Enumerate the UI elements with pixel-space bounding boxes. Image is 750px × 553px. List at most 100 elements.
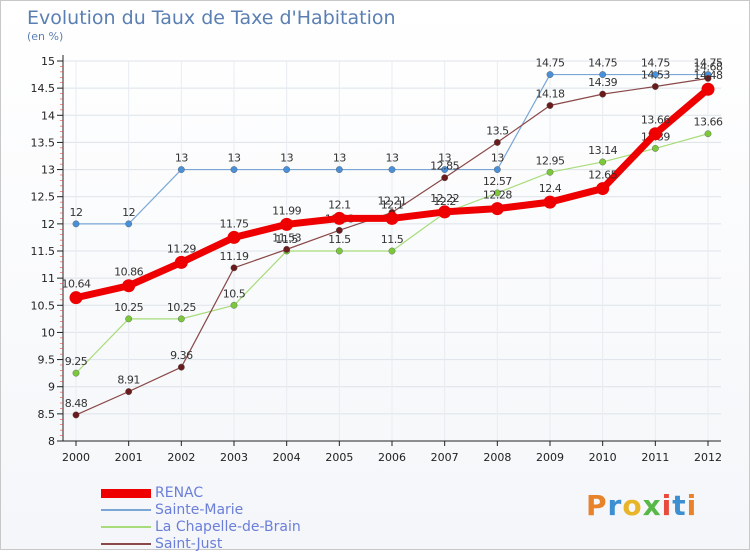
x-tick-label: 2001 xyxy=(115,451,143,464)
y-tick-label: 14.5 xyxy=(31,82,56,95)
data-label-saint-just: 13.5 xyxy=(486,124,509,137)
data-label-renac: 11.75 xyxy=(220,217,249,230)
data-point-la-chapelle-de-brain xyxy=(125,315,133,323)
data-point-saint-just xyxy=(230,264,238,272)
data-point-saint-just xyxy=(704,74,712,82)
x-tick-label: 2008 xyxy=(483,451,511,464)
data-label-sainte-marie: 13 xyxy=(491,152,504,165)
x-tick-label: 2006 xyxy=(378,451,406,464)
data-label-saint-just: 14.68 xyxy=(694,60,723,73)
data-label-la-chapelle-de-brain: 9.25 xyxy=(65,355,88,368)
data-label-sainte-marie: 14.75 xyxy=(536,57,565,70)
data-point-la-chapelle-de-brain xyxy=(651,144,659,152)
data-label-la-chapelle-de-brain: 12.57 xyxy=(483,175,512,188)
data-point-la-chapelle-de-brain xyxy=(546,168,554,176)
data-point-la-chapelle-de-brain xyxy=(388,247,396,255)
data-point-renac xyxy=(122,279,136,293)
data-label-sainte-marie: 12 xyxy=(122,206,135,219)
y-tick-label: 12 xyxy=(41,218,55,231)
y-tick-label: 8 xyxy=(48,435,55,448)
data-label-la-chapelle-de-brain: 11.5 xyxy=(381,233,404,246)
y-tick-label: 13 xyxy=(41,164,55,177)
data-label-saint-just: 9.36 xyxy=(170,349,193,362)
x-tick-label: 2000 xyxy=(62,451,90,464)
data-label-sainte-marie: 14.75 xyxy=(588,57,617,70)
logo-letter: x xyxy=(642,489,662,522)
data-point-renac xyxy=(385,211,399,225)
data-label-renac: 11.29 xyxy=(167,242,196,255)
data-point-la-chapelle-de-brain xyxy=(230,301,238,309)
legend-swatch xyxy=(101,488,151,498)
x-tick-label: 2005 xyxy=(325,451,353,464)
data-point-saint-just xyxy=(125,388,133,395)
data-point-renac xyxy=(438,205,452,219)
data-point-la-chapelle-de-brain xyxy=(72,369,80,377)
logo-letter: o xyxy=(622,489,643,522)
x-tick-label: 2011 xyxy=(641,451,669,464)
data-point-sainte-marie xyxy=(441,166,449,173)
y-tick-label: 15 xyxy=(41,55,55,68)
x-tick-label: 2007 xyxy=(431,451,459,464)
data-point-sainte-marie xyxy=(335,166,343,173)
x-tick-label: 2003 xyxy=(220,451,248,464)
data-point-sainte-marie xyxy=(230,166,238,173)
data-label-sainte-marie: 13 xyxy=(228,152,241,165)
data-point-saint-just xyxy=(441,174,449,182)
legend-swatch xyxy=(101,543,151,545)
y-tick-label: 13.5 xyxy=(31,136,56,149)
legend-label: Saint-Just xyxy=(155,536,223,552)
logo-letter: t xyxy=(672,489,687,522)
data-label-sainte-marie: 13 xyxy=(175,152,188,165)
data-point-la-chapelle-de-brain xyxy=(493,189,501,197)
data-point-renac xyxy=(69,291,83,305)
x-tick-label: 2012 xyxy=(694,451,722,464)
data-point-sainte-marie xyxy=(651,71,659,78)
data-point-renac xyxy=(174,255,188,269)
y-tick-label: 10.5 xyxy=(31,299,56,312)
data-point-saint-just xyxy=(335,226,343,234)
data-label-sainte-marie: 14.75 xyxy=(694,57,723,70)
y-tick-label: 9 xyxy=(48,381,55,394)
data-label-la-chapelle-de-brain: 11.5 xyxy=(328,233,351,246)
data-label-renac: 12.22 xyxy=(430,192,459,205)
y-tick-label: 9.5 xyxy=(38,354,56,367)
data-label-la-chapelle-de-brain: 11.5 xyxy=(275,233,298,246)
data-label-renac: 12.4 xyxy=(539,182,562,195)
y-tick-label: 11.5 xyxy=(31,245,56,258)
y-tick-label: 12.5 xyxy=(31,191,56,204)
data-label-saint-just: 11.19 xyxy=(220,250,249,263)
data-point-saint-just xyxy=(599,90,607,98)
data-point-saint-just xyxy=(546,102,554,109)
proxiti-logo: Proxiti xyxy=(586,489,697,522)
data-point-saint-just xyxy=(493,139,501,146)
data-label-saint-just: 12.21 xyxy=(378,194,407,207)
data-label-saint-just: 8.91 xyxy=(117,374,140,387)
legend-label: La Chapelle-de-Brain xyxy=(155,519,301,535)
data-label-saint-just: 14.39 xyxy=(588,76,617,89)
y-tick-label: 11 xyxy=(41,272,55,285)
data-label-renac: 12.65 xyxy=(588,169,617,182)
data-label-la-chapelle-de-brain: 10.25 xyxy=(114,301,143,314)
data-label-saint-just: 11.53 xyxy=(272,231,301,244)
data-label-renac: 11.99 xyxy=(272,204,301,217)
data-point-saint-just xyxy=(177,363,185,371)
data-label-renac: 12.1 xyxy=(328,198,351,211)
y-tick-label: 10 xyxy=(41,326,55,339)
data-label-renac: 14.48 xyxy=(694,69,723,82)
chart-title: Evolution du Taux de Taxe d'Habitation xyxy=(27,7,396,29)
data-label-saint-just: 14.18 xyxy=(536,88,565,101)
legend-label: RENAC xyxy=(155,485,204,501)
data-point-renac xyxy=(280,217,294,231)
data-point-la-chapelle-de-brain xyxy=(335,247,343,255)
chart-subtitle: (en %) xyxy=(27,30,64,43)
data-label-renac: 10.86 xyxy=(114,266,143,279)
data-label-sainte-marie: 12 xyxy=(70,206,83,219)
data-point-sainte-marie xyxy=(546,71,554,78)
legend-swatch xyxy=(101,509,151,511)
data-point-saint-just xyxy=(72,411,80,419)
data-point-saint-just xyxy=(651,83,659,90)
data-point-renac xyxy=(543,195,557,209)
data-point-sainte-marie xyxy=(493,166,501,173)
